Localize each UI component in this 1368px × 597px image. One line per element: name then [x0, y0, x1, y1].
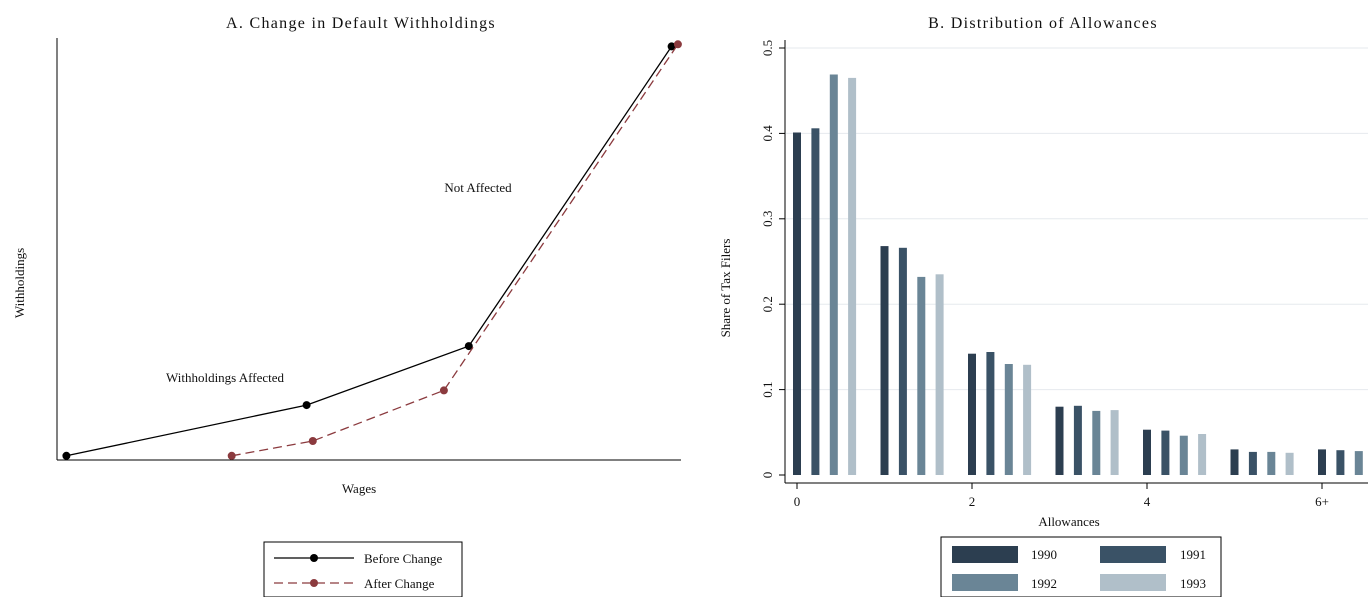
y-tick-label-0.4: 0.4 — [760, 125, 775, 142]
point-before-change-3 — [667, 42, 676, 51]
bar-4-1992 — [1179, 435, 1188, 475]
bar-2-1991 — [986, 352, 995, 475]
legend-label-before: Before Change — [364, 551, 443, 566]
bar-5-1991 — [1248, 451, 1257, 475]
panel-b-x-label: Allowances — [1038, 514, 1099, 529]
bar-0-1991 — [811, 128, 820, 476]
y-tick-label-0.3: 0.3 — [760, 211, 775, 227]
bar-3-1991 — [1073, 405, 1082, 475]
panel-b-y-label: Share of Tax Filers — [718, 239, 733, 338]
x-tick-label-6+: 6+ — [1315, 494, 1329, 509]
x-tick-label-2: 2 — [969, 494, 976, 509]
bar-1-1993 — [935, 274, 944, 475]
bar-5-1992 — [1267, 451, 1276, 475]
point-before-change-1 — [302, 401, 311, 410]
legend-swatch-1992 — [952, 574, 1018, 591]
panel-a-legend: Before Change After Change — [263, 541, 463, 597]
panel-b-y-ticks: 0 0.1 0.2 0.3 0.4 0.5 — [760, 40, 785, 478]
legend-marker-before — [310, 554, 318, 562]
bar-1-1991 — [898, 247, 907, 475]
bar-3-1990 — [1055, 406, 1064, 475]
panel-b-gridlines — [786, 47, 1368, 391]
bar-0-1990 — [793, 132, 801, 475]
bar-1-1990 — [880, 246, 889, 475]
bar-4-1993 — [1198, 434, 1207, 475]
legend-label-1991: 1991 — [1180, 547, 1206, 562]
y-tick-label-0.1: 0.1 — [760, 381, 775, 397]
bar-2-1992 — [1004, 364, 1013, 475]
point-after-change-1 — [308, 437, 317, 445]
series-line-after-change — [231, 43, 679, 457]
point-after-change-2 — [439, 386, 448, 395]
bar-2-1993 — [1023, 364, 1032, 475]
annotation-withholdings-affected: Withholdings Affected — [166, 370, 285, 385]
bar-4-1991 — [1161, 430, 1170, 475]
panel-a-legend-box — [263, 541, 463, 597]
bar-4-1990 — [1143, 429, 1151, 475]
y-tick-label-0.2: 0.2 — [760, 296, 775, 312]
bar-6plus-1991 — [1336, 450, 1345, 475]
legend-label-1993: 1993 — [1180, 576, 1206, 591]
annotation-not-affected: Not Affected — [444, 180, 512, 195]
legend-swatch-1991 — [1100, 546, 1166, 563]
bar-1-1992 — [917, 276, 926, 475]
bar-5-1993 — [1285, 452, 1294, 475]
panel-a-y-label: Withholdings — [12, 248, 27, 318]
panel-b: B. Distribution of Allowances Share of T… — [718, 15, 1368, 597]
bar-6plus-1990 — [1318, 449, 1326, 475]
panel-b-x-ticks: 0 2 4 6+ — [794, 483, 1329, 509]
bar-2-1990 — [968, 353, 976, 475]
legend-label-1992: 1992 — [1031, 576, 1057, 591]
point-before-change-0 — [62, 451, 71, 460]
legend-swatch-1990 — [952, 546, 1018, 563]
x-tick-label-0: 0 — [794, 494, 801, 509]
legend-swatch-1993 — [1100, 574, 1166, 591]
y-tick-label-0.5: 0.5 — [760, 40, 775, 56]
point-after-change-0 — [227, 451, 236, 460]
x-tick-label-4: 4 — [1144, 494, 1151, 509]
legend-marker-after — [310, 579, 318, 587]
legend-label-after: After Change — [364, 576, 435, 591]
bar-5-1990 — [1230, 449, 1239, 475]
legend-label-1990: 1990 — [1031, 547, 1057, 562]
bar-0-1992 — [829, 74, 838, 475]
panel-b-legend: 1990 1991 1992 1993 — [940, 536, 1222, 597]
panel-a-title: A. Change in Default Withholdings — [226, 15, 496, 32]
bar-0-1993 — [848, 77, 857, 476]
panel-b-title: B. Distribution of Allowances — [928, 15, 1158, 32]
panel-a-x-label: Wages — [342, 481, 376, 496]
bar-6plus-1992 — [1354, 451, 1363, 475]
panel-a-series — [62, 40, 682, 460]
y-tick-label-0: 0 — [760, 472, 775, 479]
point-after-change-3 — [673, 40, 682, 49]
panel-a: A. Change in Default Withholdings Withho… — [12, 15, 682, 597]
series-line-before-change — [66, 46, 673, 457]
bar-3-1993 — [1110, 410, 1119, 475]
point-before-change-2 — [464, 342, 473, 351]
panel-b-bars — [793, 74, 1363, 476]
bar-3-1992 — [1092, 410, 1101, 475]
